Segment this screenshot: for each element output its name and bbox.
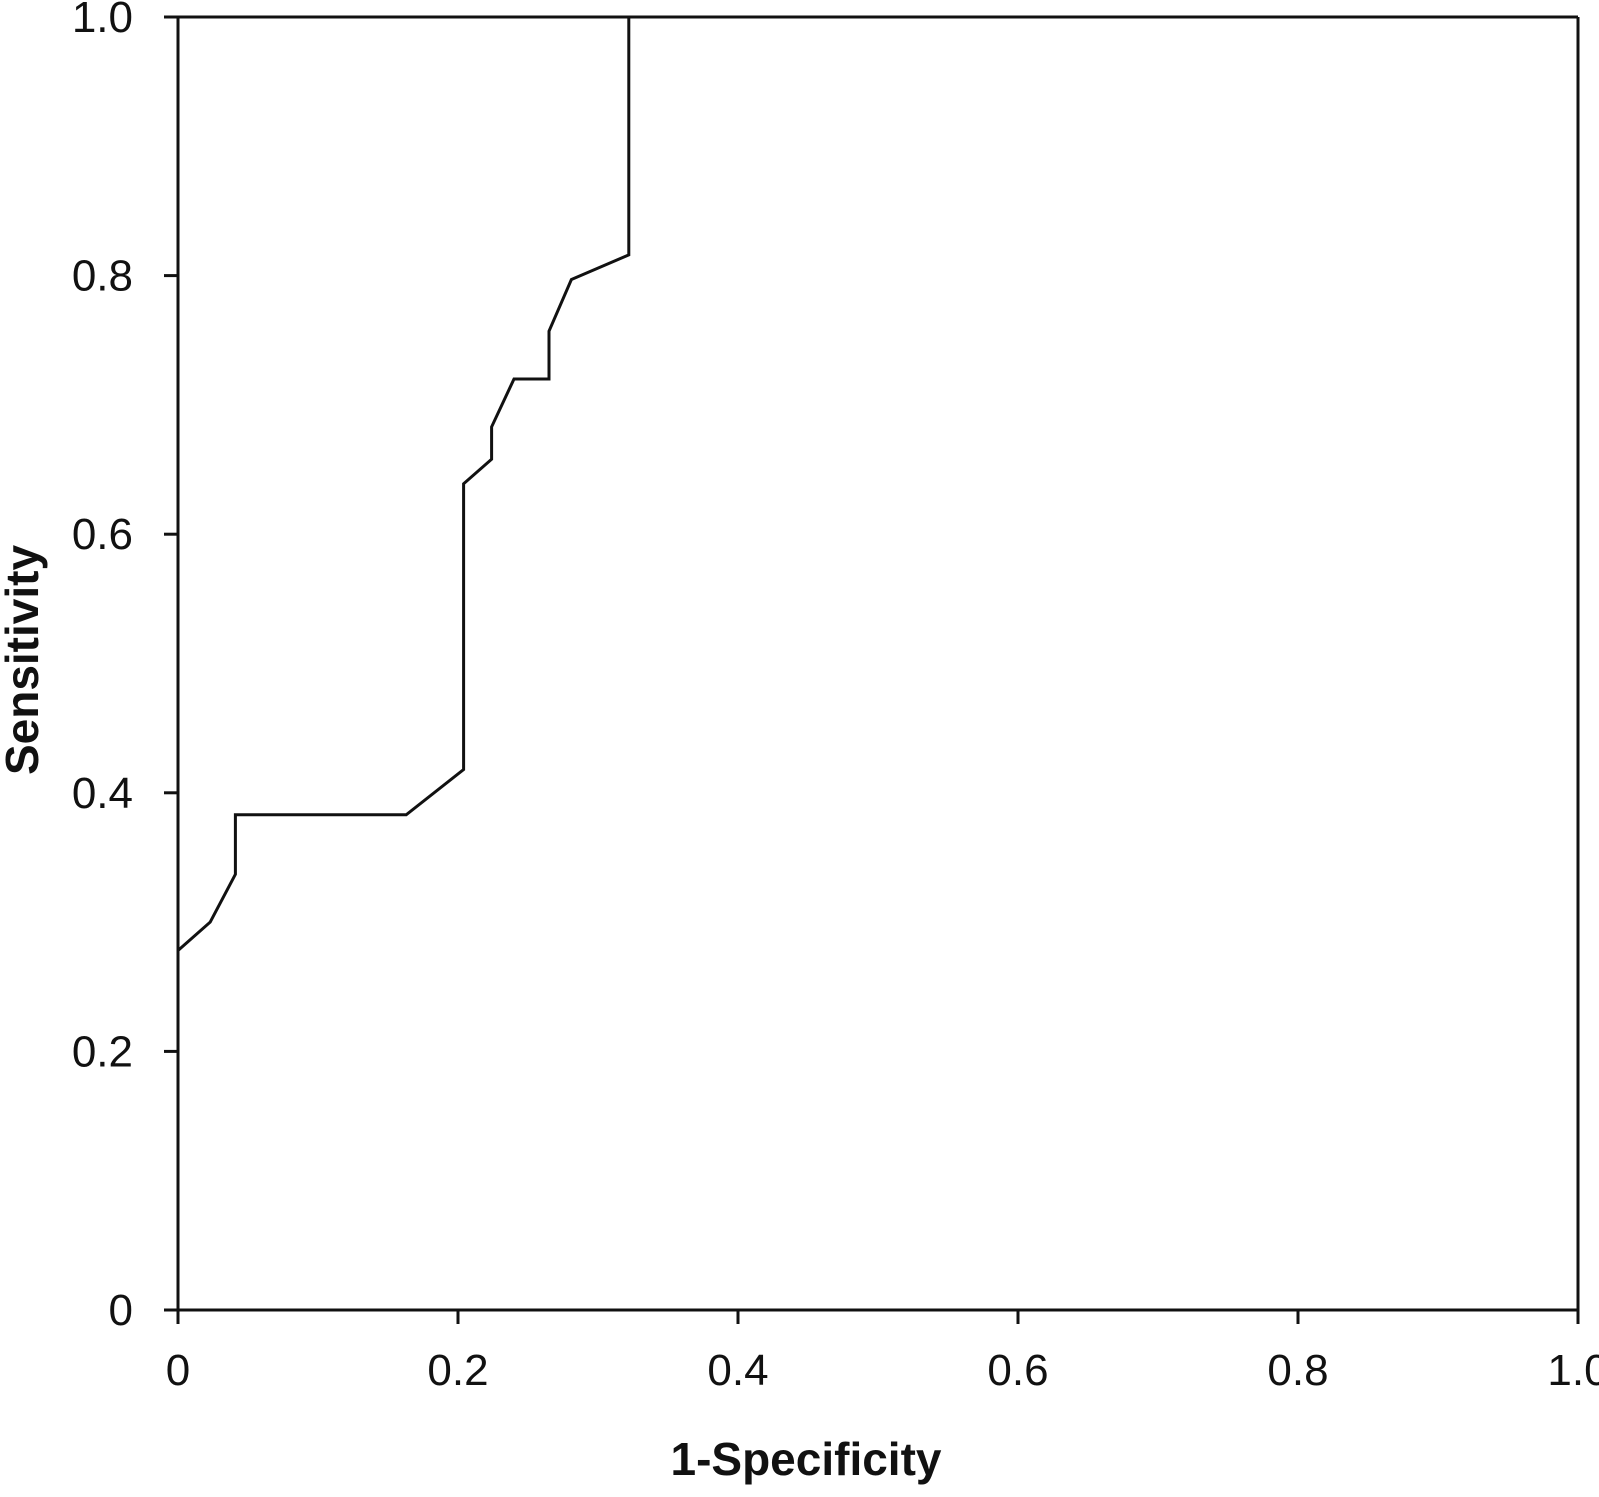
y-tick-label: 1.0 (72, 0, 133, 42)
x-tick-label: 0.2 (427, 1346, 488, 1395)
x-tick-label: 0 (166, 1346, 190, 1395)
y-tick-label: 0.8 (72, 252, 133, 301)
x-tick-label: 0.4 (707, 1346, 768, 1395)
y-tick-label: 0.6 (72, 510, 133, 559)
x-tick-label: 0.8 (1267, 1346, 1328, 1395)
y-tick-label: 0.2 (72, 1027, 133, 1076)
roc-curve-line (177, 17, 631, 952)
y-tick-label: 0 (109, 1286, 133, 1335)
ticks-layer: 0 0.2 0.4 0.6 0.8 1.0 0 0.2 0.4 0.6 0.8 1.0 (72, 0, 1599, 1395)
series-layer (177, 17, 631, 952)
y-axis-title: Sensitivity (0, 545, 48, 776)
axes-layer (176, 15, 1580, 1312)
y-tick-label: 0.4 (72, 769, 133, 818)
x-tick-label: 0.6 (987, 1346, 1048, 1395)
x-axis-title: 1-Specificity (671, 1433, 942, 1485)
x-tick-label: 1.0 (1547, 1346, 1599, 1395)
